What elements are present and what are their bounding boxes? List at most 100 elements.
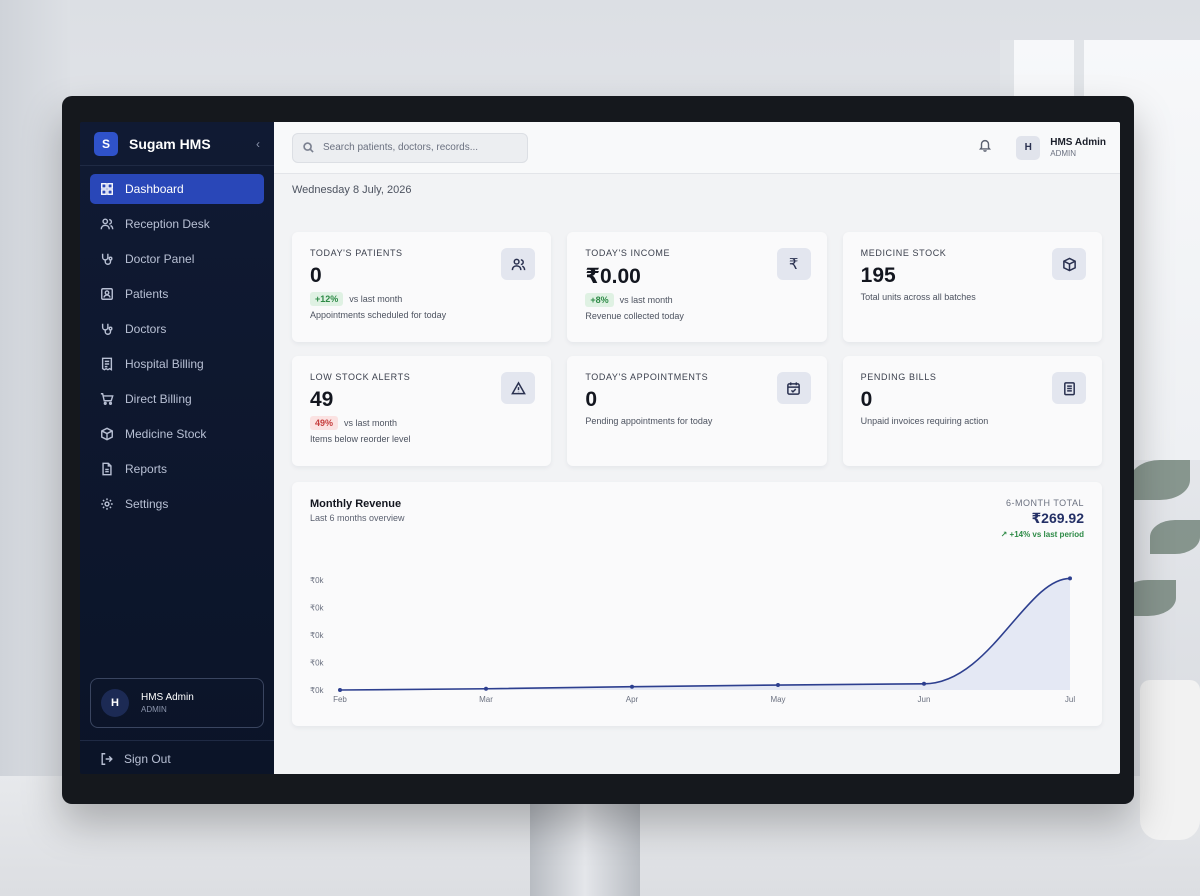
total-trend: ↗ +14% vs last period <box>1000 530 1084 539</box>
search-box <box>292 132 528 163</box>
card-pending-bills[interactable]: PENDING BILLS 0 Unpaid invoices requirin… <box>842 356 1102 466</box>
card-medicine-stock[interactable]: MEDICINE STOCK 195 Total units across al… <box>842 232 1102 342</box>
card-title: LOW STOCK ALERTS <box>310 372 411 382</box>
sidebar-item-medicine-stock[interactable]: Medicine Stock <box>90 419 264 449</box>
warning-icon <box>501 372 536 404</box>
avatar: H <box>101 689 129 717</box>
sidebar-item-label: Direct Billing <box>125 392 192 406</box>
sidebar-nav: Dashboard Reception Desk Doctor Panel Pa… <box>80 166 274 678</box>
card-trend: 49% vs last month <box>310 416 533 430</box>
card-description: Total units across all batches <box>860 292 976 302</box>
trend-badge: 49% <box>310 416 339 430</box>
card-todays-appointments[interactable]: TODAY'S APPOINTMENTS 0 Pending appointme… <box>567 356 827 466</box>
admin-name: HMS Admin <box>1050 137 1106 148</box>
trend-text: vs last month <box>349 294 403 304</box>
card-value: 0 <box>585 388 598 411</box>
users-icon <box>501 248 536 280</box>
sidebar-item-reception-desk[interactable]: Reception Desk <box>90 209 264 239</box>
user-name: HMS Admin <box>141 692 194 703</box>
card-title: PENDING BILLS <box>860 372 937 382</box>
y-tick-label: ₹0k <box>310 604 325 613</box>
trend-text: vs last month <box>619 295 673 305</box>
clipboard-icon <box>1052 372 1086 404</box>
sidebar-item-direct-billing[interactable]: Direct Billing <box>90 384 264 414</box>
trend-badge: +8% <box>585 293 614 307</box>
rupee-icon: ₹ <box>776 248 811 280</box>
receipt-icon <box>101 357 113 371</box>
stethoscope-icon <box>101 253 113 265</box>
x-tick-label: Apr <box>626 695 639 704</box>
sidebar-item-patients[interactable]: Patients <box>90 279 264 309</box>
card-value: 195 <box>860 264 896 287</box>
search-input[interactable] <box>323 142 503 153</box>
card-title: TODAY'S APPOINTMENTS <box>585 372 709 382</box>
trend-text: vs last month <box>344 418 398 428</box>
sidebar-item-reports[interactable]: Reports <box>90 454 264 484</box>
sidebar: S Sugam HMS ‹ Dashboard Reception Desk D… <box>80 122 274 774</box>
revenue-point[interactable] <box>922 681 926 686</box>
revenue-point[interactable] <box>484 686 488 691</box>
card-value: 49 <box>310 388 334 411</box>
x-tick-label: Mar <box>479 695 493 704</box>
background-plant <box>1120 440 1200 840</box>
card-title: TODAY'S PATIENTS <box>310 248 403 258</box>
revenue-point[interactable] <box>630 684 634 689</box>
sidebar-item-label: Hospital Billing <box>125 357 204 371</box>
card-low-stock-alerts[interactable]: LOW STOCK ALERTS 49 49% vs last month It… <box>292 356 552 466</box>
box-icon <box>101 427 113 441</box>
brand-logo: S <box>94 131 118 156</box>
topbar: H HMS Admin ADMIN <box>274 122 1120 174</box>
gear-icon <box>101 498 113 510</box>
avatar: H <box>1016 135 1041 160</box>
card-description: Appointments scheduled for today <box>310 310 447 320</box>
revenue-area <box>340 578 1070 690</box>
sidebar-item-label: Medicine Stock <box>125 427 207 441</box>
card-title: MEDICINE STOCK <box>860 248 947 258</box>
stats-grid: TODAY'S PATIENTS 0 +12% vs last month Ap… <box>274 232 1120 466</box>
card-description: Items below reorder level <box>310 434 411 444</box>
cart-icon <box>100 393 114 405</box>
chart-subtitle: Last 6 months overview <box>310 513 405 523</box>
card-title: TODAY'S INCOME <box>585 248 671 258</box>
sidebar-user-card[interactable]: H HMS Admin ADMIN <box>90 678 264 728</box>
sidebar-item-hospital-billing[interactable]: Hospital Billing <box>90 349 264 379</box>
revenue-point[interactable] <box>776 683 780 688</box>
card-todays-patients[interactable]: TODAY'S PATIENTS 0 +12% vs last month Ap… <box>292 232 552 342</box>
screen: S Sugam HMS ‹ Dashboard Reception Desk D… <box>80 122 1120 774</box>
collapse-sidebar-button[interactable]: ‹ <box>256 136 260 151</box>
card-value: 0 <box>860 388 873 411</box>
card-description: Unpaid invoices requiring action <box>860 416 989 426</box>
sidebar-item-doctors[interactable]: Doctors <box>90 314 264 344</box>
grid-icon <box>101 183 113 195</box>
x-tick-label: May <box>770 695 785 704</box>
background-wall <box>0 0 70 896</box>
box-icon <box>1052 248 1086 280</box>
card-todays-income[interactable]: TODAY'S INCOME ₹0.00 +8% vs last month R… <box>567 232 827 342</box>
sidebar-item-label: Patients <box>125 287 169 301</box>
revenue-line <box>339 577 1071 691</box>
bell-icon <box>979 139 992 152</box>
revenue-point[interactable] <box>1068 576 1072 581</box>
sidebar-item-dashboard[interactable]: Dashboard <box>90 174 264 204</box>
revenue-point[interactable] <box>338 688 342 692</box>
brand-name: Sugam HMS <box>129 135 211 152</box>
admin-profile[interactable]: H HMS Admin ADMIN <box>1016 135 1106 160</box>
sidebar-item-label: Settings <box>125 497 169 511</box>
x-tick-label: Feb <box>333 695 347 704</box>
search-icon <box>303 142 314 153</box>
chart-total: 6-MONTH TOTAL ₹269.92 ↗ +14% vs last per… <box>1001 498 1084 539</box>
x-tick-label: Jun <box>918 695 931 704</box>
y-tick-label: ₹0k <box>310 576 325 585</box>
users-icon <box>100 218 114 230</box>
notifications-button[interactable] <box>978 138 992 157</box>
y-tick-label: ₹0k <box>310 631 325 640</box>
revenue-chart-svg: ₹0k ₹0k ₹0k ₹0k ₹0k Feb Mar Apr May Jun Jul <box>310 576 1075 704</box>
card-value: ₹0.00 <box>585 265 641 288</box>
sidebar-item-doctor-panel[interactable]: Doctor Panel <box>90 244 264 274</box>
chart-title: Monthly Revenue <box>310 498 402 510</box>
sign-out-label: Sign Out <box>124 751 171 766</box>
sidebar-item-label: Doctors <box>125 322 167 336</box>
sign-out-button[interactable]: Sign Out <box>80 740 274 774</box>
main-content: H HMS Admin ADMIN Wednesday 8 July, 2026… <box>274 122 1120 774</box>
sidebar-item-settings[interactable]: Settings <box>90 489 264 519</box>
